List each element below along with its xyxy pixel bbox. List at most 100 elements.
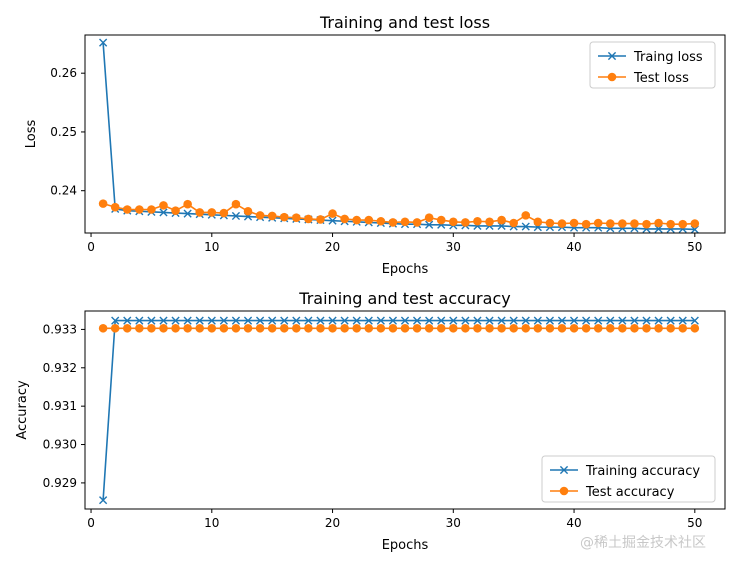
legend-label: Traing loss [633, 50, 703, 65]
data-point [691, 219, 700, 228]
data-point [654, 219, 663, 228]
data-point [497, 324, 506, 333]
data-point [159, 201, 168, 210]
data-point [546, 324, 555, 333]
data-point [654, 324, 663, 333]
data-point [292, 324, 301, 333]
data-point [232, 200, 241, 209]
data-point [630, 324, 639, 333]
data-point [316, 215, 325, 224]
data-point [195, 324, 204, 333]
data-point [534, 324, 543, 333]
data-point [485, 324, 494, 333]
data-point [171, 206, 180, 215]
legend-label: Test loss [633, 71, 689, 86]
x-tick-label: 0 [87, 516, 95, 530]
data-point [509, 324, 518, 333]
data-point [582, 324, 591, 333]
data-point [244, 207, 253, 216]
data-point [280, 213, 289, 222]
data-point [558, 324, 567, 333]
data-point [328, 324, 337, 333]
data-point [340, 324, 349, 333]
y-tick-label: 0.25 [50, 125, 77, 139]
data-point [437, 324, 446, 333]
x-tick-label: 10 [204, 240, 219, 254]
data-point [606, 219, 615, 228]
legend-label: Test accuracy [585, 485, 675, 500]
chart-title: Training and test accuracy [298, 289, 510, 308]
y-tick-label: 0.24 [50, 184, 77, 198]
data-point [594, 219, 603, 228]
data-point [147, 324, 156, 333]
data-point [618, 219, 627, 228]
x-tick-label: 40 [566, 516, 581, 530]
x-axis-label: Epochs [382, 262, 429, 277]
data-point [449, 324, 458, 333]
data-point [292, 213, 301, 222]
data-point [123, 324, 132, 333]
data-point [183, 200, 192, 209]
data-point [473, 324, 482, 333]
data-point [340, 215, 349, 224]
y-axis-label: Loss [24, 120, 39, 149]
chart-2: Training and test accuracy 0 10 20 30 40 50 0.9… [15, 289, 725, 553]
data-point [316, 324, 325, 333]
data-point [413, 324, 422, 333]
y-tick-label: 0.932 [43, 361, 77, 375]
legend: Training accuracy Test accuracy [542, 456, 715, 502]
data-point [582, 220, 591, 229]
y-tick-label: 0.931 [43, 399, 77, 413]
watermark: @稀土掘金技术社区 [580, 532, 706, 552]
y-tick-label: 0.933 [43, 322, 77, 336]
data-point [485, 218, 494, 227]
x-tick-label: 10 [204, 516, 219, 530]
data-point [99, 324, 108, 333]
data-point [304, 215, 313, 224]
data-point [473, 217, 482, 226]
data-point [630, 219, 639, 228]
y-tick-label: 0.26 [50, 66, 77, 80]
data-point [666, 324, 675, 333]
data-point [195, 208, 204, 217]
data-point [461, 218, 470, 227]
data-point [135, 205, 144, 214]
data-point [509, 219, 518, 228]
data-point [220, 324, 229, 333]
data-point [135, 324, 144, 333]
data-point [546, 219, 555, 228]
data-point [183, 324, 192, 333]
data-point [232, 324, 241, 333]
data-point [461, 324, 470, 333]
data-point [207, 324, 216, 333]
data-point [352, 324, 361, 333]
data-point [413, 218, 422, 227]
y-tick-label: 0.930 [43, 438, 77, 452]
data-point [389, 218, 398, 227]
data-point [437, 216, 446, 225]
data-point [220, 209, 229, 218]
data-point [111, 203, 120, 212]
x-tick-label: 0 [87, 240, 95, 254]
data-point [280, 324, 289, 333]
data-point [159, 324, 168, 333]
data-point [666, 220, 675, 229]
x-tick-label: 30 [446, 240, 461, 254]
series-2 [99, 324, 699, 333]
data-point [99, 199, 108, 208]
chart-1: Training and test loss 0 10 20 30 40 50 0.24 0.2… [24, 13, 725, 277]
data-point [401, 218, 410, 227]
data-point [691, 324, 700, 333]
legend-label: Training accuracy [585, 464, 700, 479]
data-point [534, 218, 543, 227]
x-tick-label: 50 [687, 240, 702, 254]
data-point [377, 324, 386, 333]
data-point [401, 324, 410, 333]
data-point [678, 220, 687, 229]
data-point [256, 211, 265, 220]
legend: Traing loss Test loss [590, 42, 715, 88]
data-point [111, 324, 120, 333]
y-axis-label: Accuracy [15, 380, 30, 440]
data-point [521, 324, 530, 333]
